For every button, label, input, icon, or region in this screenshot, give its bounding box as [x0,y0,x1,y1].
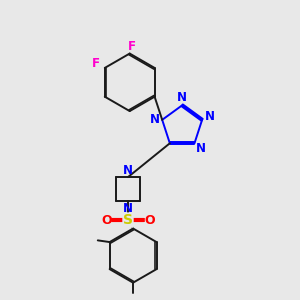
Text: F: F [92,57,100,70]
Text: S: S [123,213,133,227]
Text: N: N [150,113,160,126]
Text: O: O [101,214,112,226]
Text: N: N [196,142,206,155]
Text: N: N [123,164,133,177]
Text: N: N [205,110,214,123]
Text: F: F [128,40,136,52]
Text: O: O [144,214,155,226]
Text: N: N [123,202,133,215]
Text: N: N [177,92,187,104]
